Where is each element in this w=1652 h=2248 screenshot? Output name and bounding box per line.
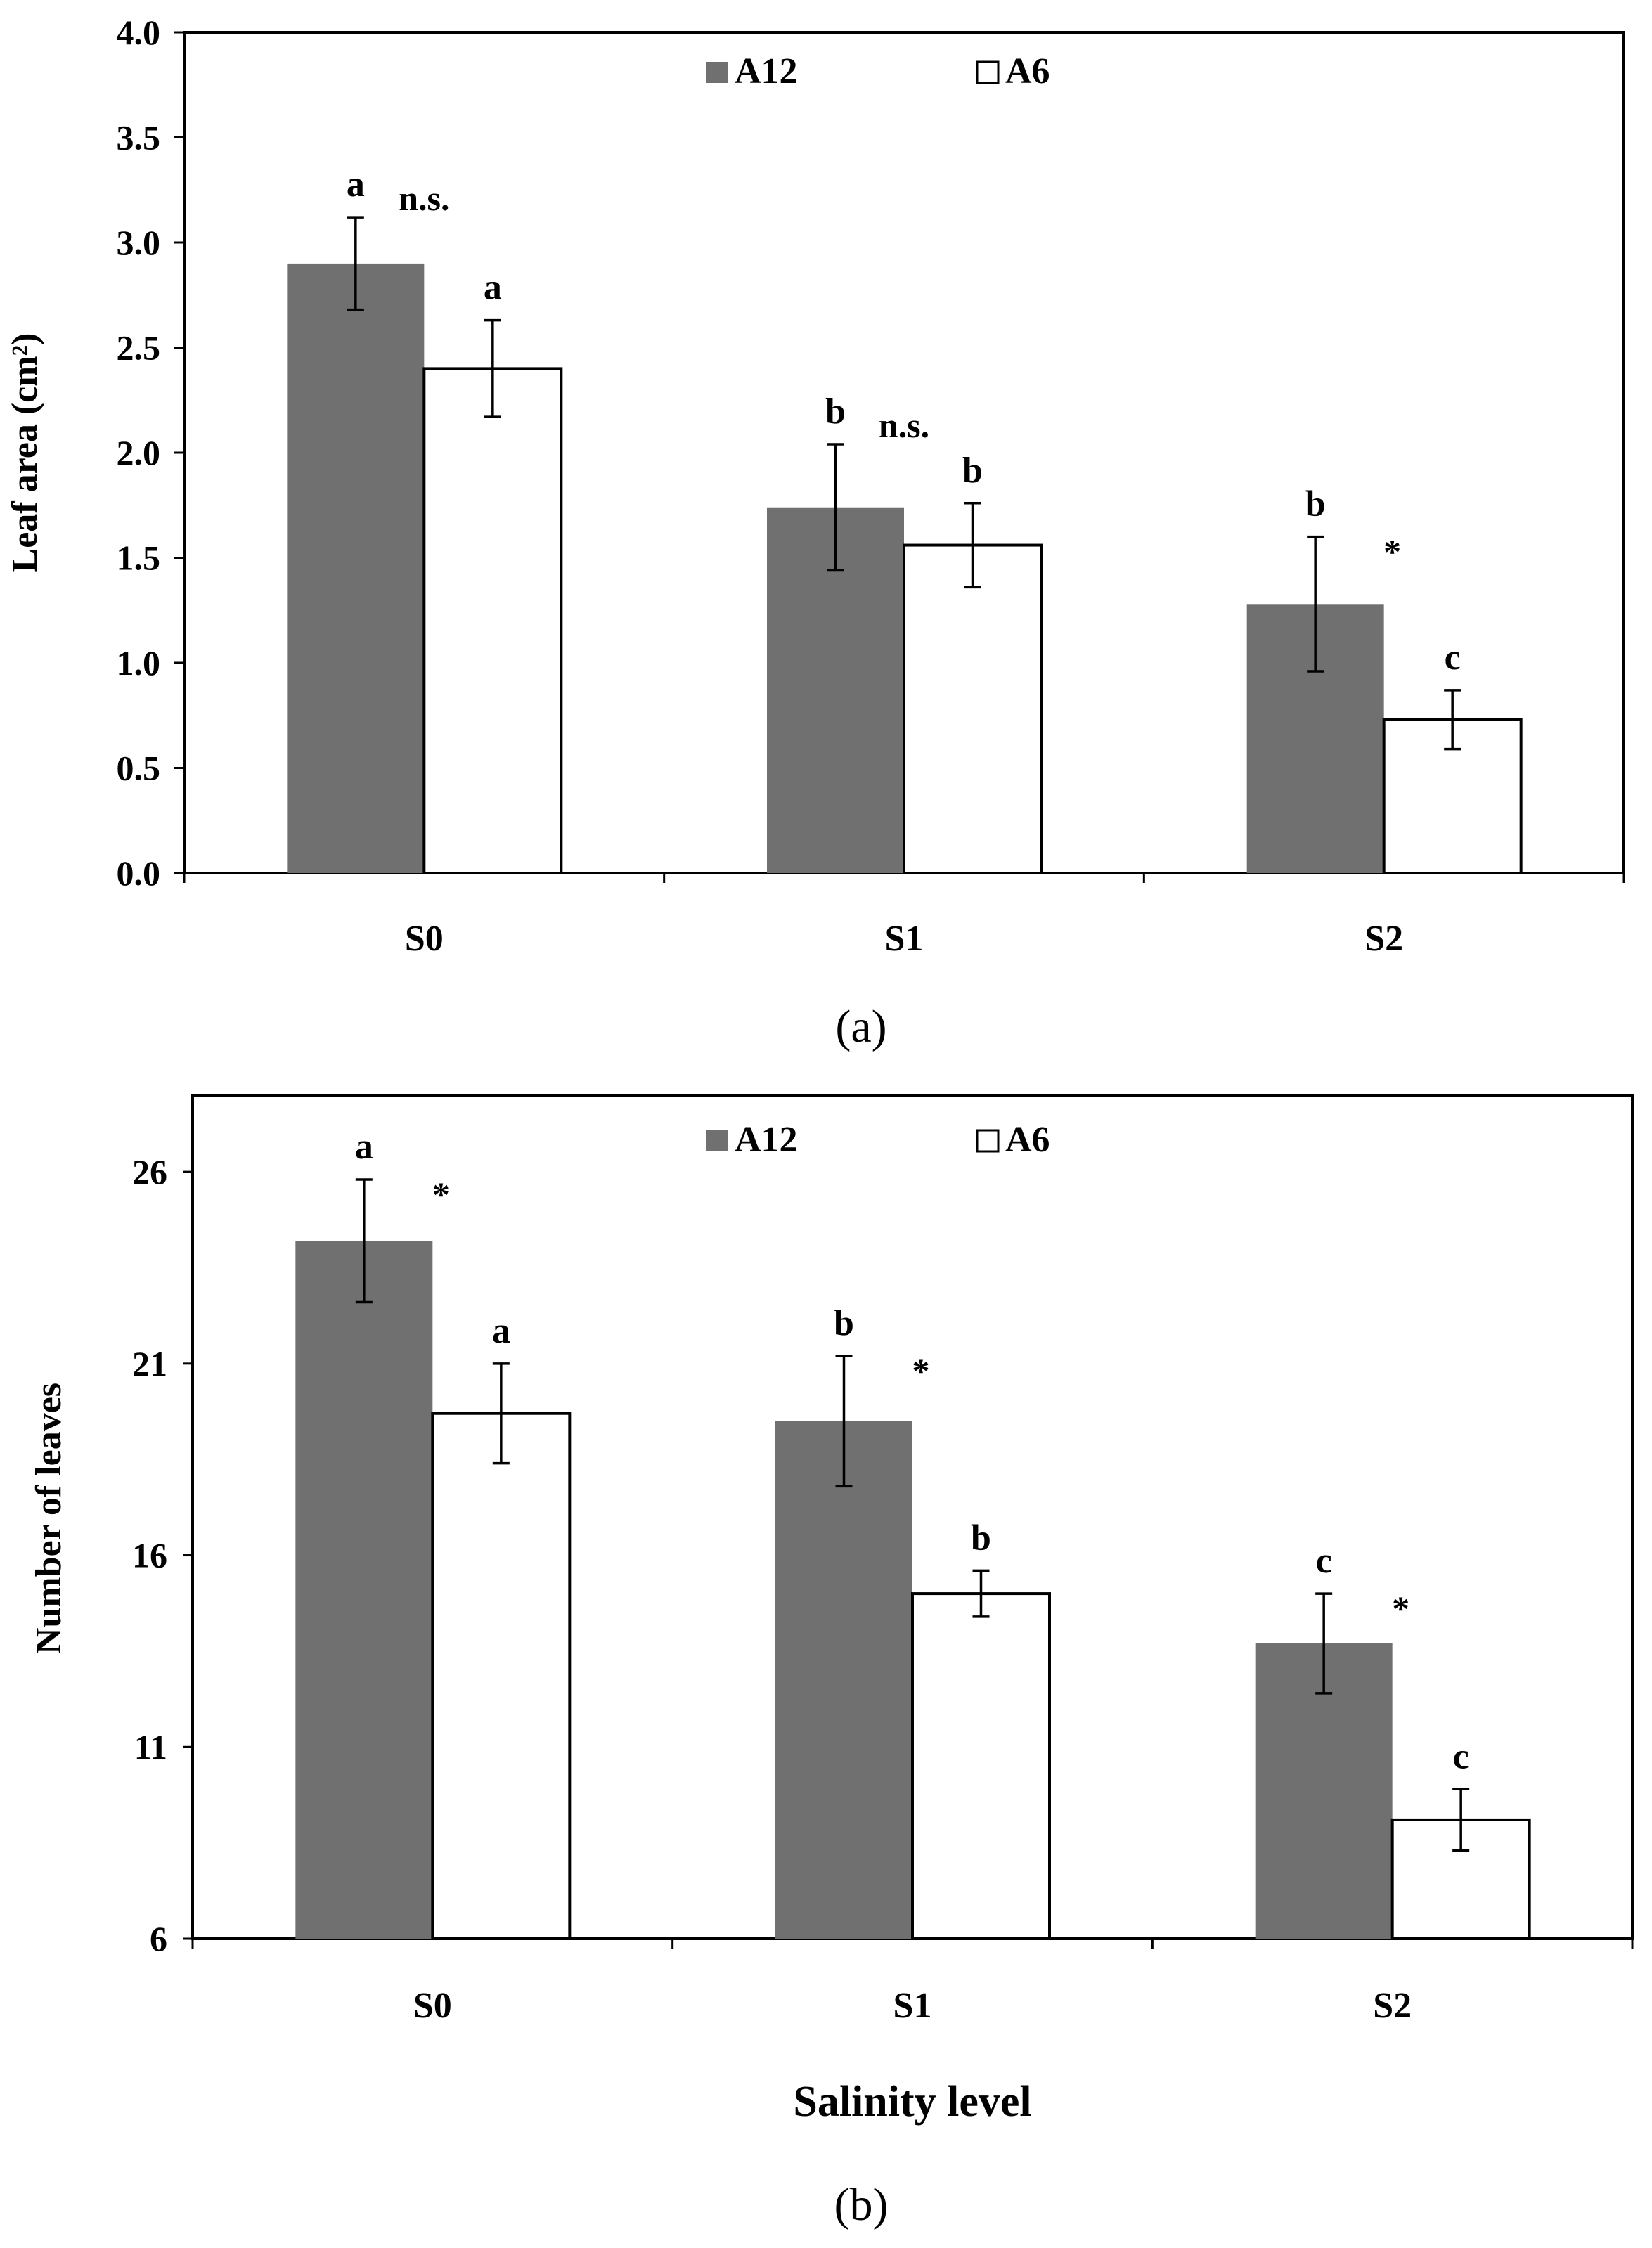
y-tick-label: 2.0 — [117, 433, 161, 472]
significance-letter: b — [971, 1518, 991, 1558]
chart-panel-b: Number of leaves Salinity level (b) 6 11 1… — [29, 1094, 1634, 2230]
significance-marker: * — [912, 1351, 930, 1390]
significance-marker: * — [1392, 1589, 1409, 1628]
significance-letter: a — [492, 1311, 510, 1351]
chart-panel-a: Leaf area (cm²) (a) 0.0 0.5 1.0 1.5 2.0 2.5 3.… — [5, 13, 1625, 1052]
y-tick-label: 1.5 — [117, 538, 161, 578]
y-tick-label: 3.5 — [117, 118, 161, 157]
significance-letter: c — [1445, 638, 1461, 678]
bar-a12-s0 — [295, 1241, 433, 1939]
y-tick-label: 16 — [132, 1536, 167, 1575]
x-tick-label: S1 — [885, 919, 924, 959]
x-tick-label: S0 — [405, 919, 444, 959]
bar-a12-s1 — [775, 1421, 912, 1939]
y-tick-label: 0.5 — [117, 749, 161, 788]
y-tick-label: 4.0 — [117, 13, 161, 52]
significance-marker: n.s. — [399, 179, 449, 218]
bar-a6-s1 — [911, 1592, 1051, 1940]
significance-letter: b — [1305, 484, 1326, 524]
significance-letter: c — [1453, 1736, 1469, 1776]
y-tick-label: 0.0 — [117, 853, 161, 893]
panel-label-b: (b) — [834, 2179, 889, 2230]
significance-letter: a — [347, 164, 365, 205]
x-tick-label: S0 — [413, 1986, 452, 2026]
significance-letter: b — [834, 1303, 854, 1343]
bar-a6-s0 — [431, 1412, 572, 1940]
legend-label-a6: A6 — [1005, 51, 1050, 91]
y-tick-label: 21 — [132, 1344, 167, 1383]
significance-letter: a — [484, 268, 502, 308]
bar-a6-s0 — [422, 367, 563, 874]
y-axis-label-b: Number of leaves — [29, 1383, 69, 1654]
significance-letter: b — [962, 451, 983, 491]
y-axis-label-a: Leaf area (cm²) — [5, 333, 45, 573]
y-tick-label: 2.5 — [117, 328, 161, 368]
legend-swatch-a12 — [706, 62, 728, 83]
y-tick-label: 26 — [132, 1152, 167, 1191]
x-axis-label-b: Salinity level — [793, 2078, 1031, 2126]
significance-marker: * — [1383, 532, 1401, 571]
legend-label-a12: A12 — [735, 51, 798, 91]
y-tick-label: 1.0 — [117, 643, 161, 683]
y-tick-label: 6 — [150, 1919, 167, 1958]
bar-a12-s0 — [287, 263, 425, 873]
x-tick-label: S2 — [1364, 919, 1403, 959]
significance-letter: c — [1316, 1541, 1332, 1581]
y-tick-label: 3.0 — [117, 223, 161, 262]
significance-letter: b — [825, 392, 846, 432]
significance-letter: a — [355, 1127, 373, 1167]
legend-swatch-a6 — [976, 60, 1000, 84]
significance-marker: * — [432, 1175, 450, 1214]
x-tick-label: S2 — [1373, 1986, 1412, 2026]
legend-swatch-a6 — [976, 1129, 1000, 1153]
y-tick-label: 11 — [134, 1727, 167, 1766]
significance-marker: n.s. — [879, 406, 929, 445]
bar-a6-s1 — [903, 543, 1043, 874]
legend-swatch-a12 — [706, 1130, 728, 1151]
x-tick-label: S1 — [893, 1986, 932, 2026]
panel-label-a: (a) — [835, 1001, 886, 1052]
legend-label-a6: A6 — [1005, 1120, 1050, 1160]
legend-label-a12: A12 — [735, 1120, 798, 1160]
